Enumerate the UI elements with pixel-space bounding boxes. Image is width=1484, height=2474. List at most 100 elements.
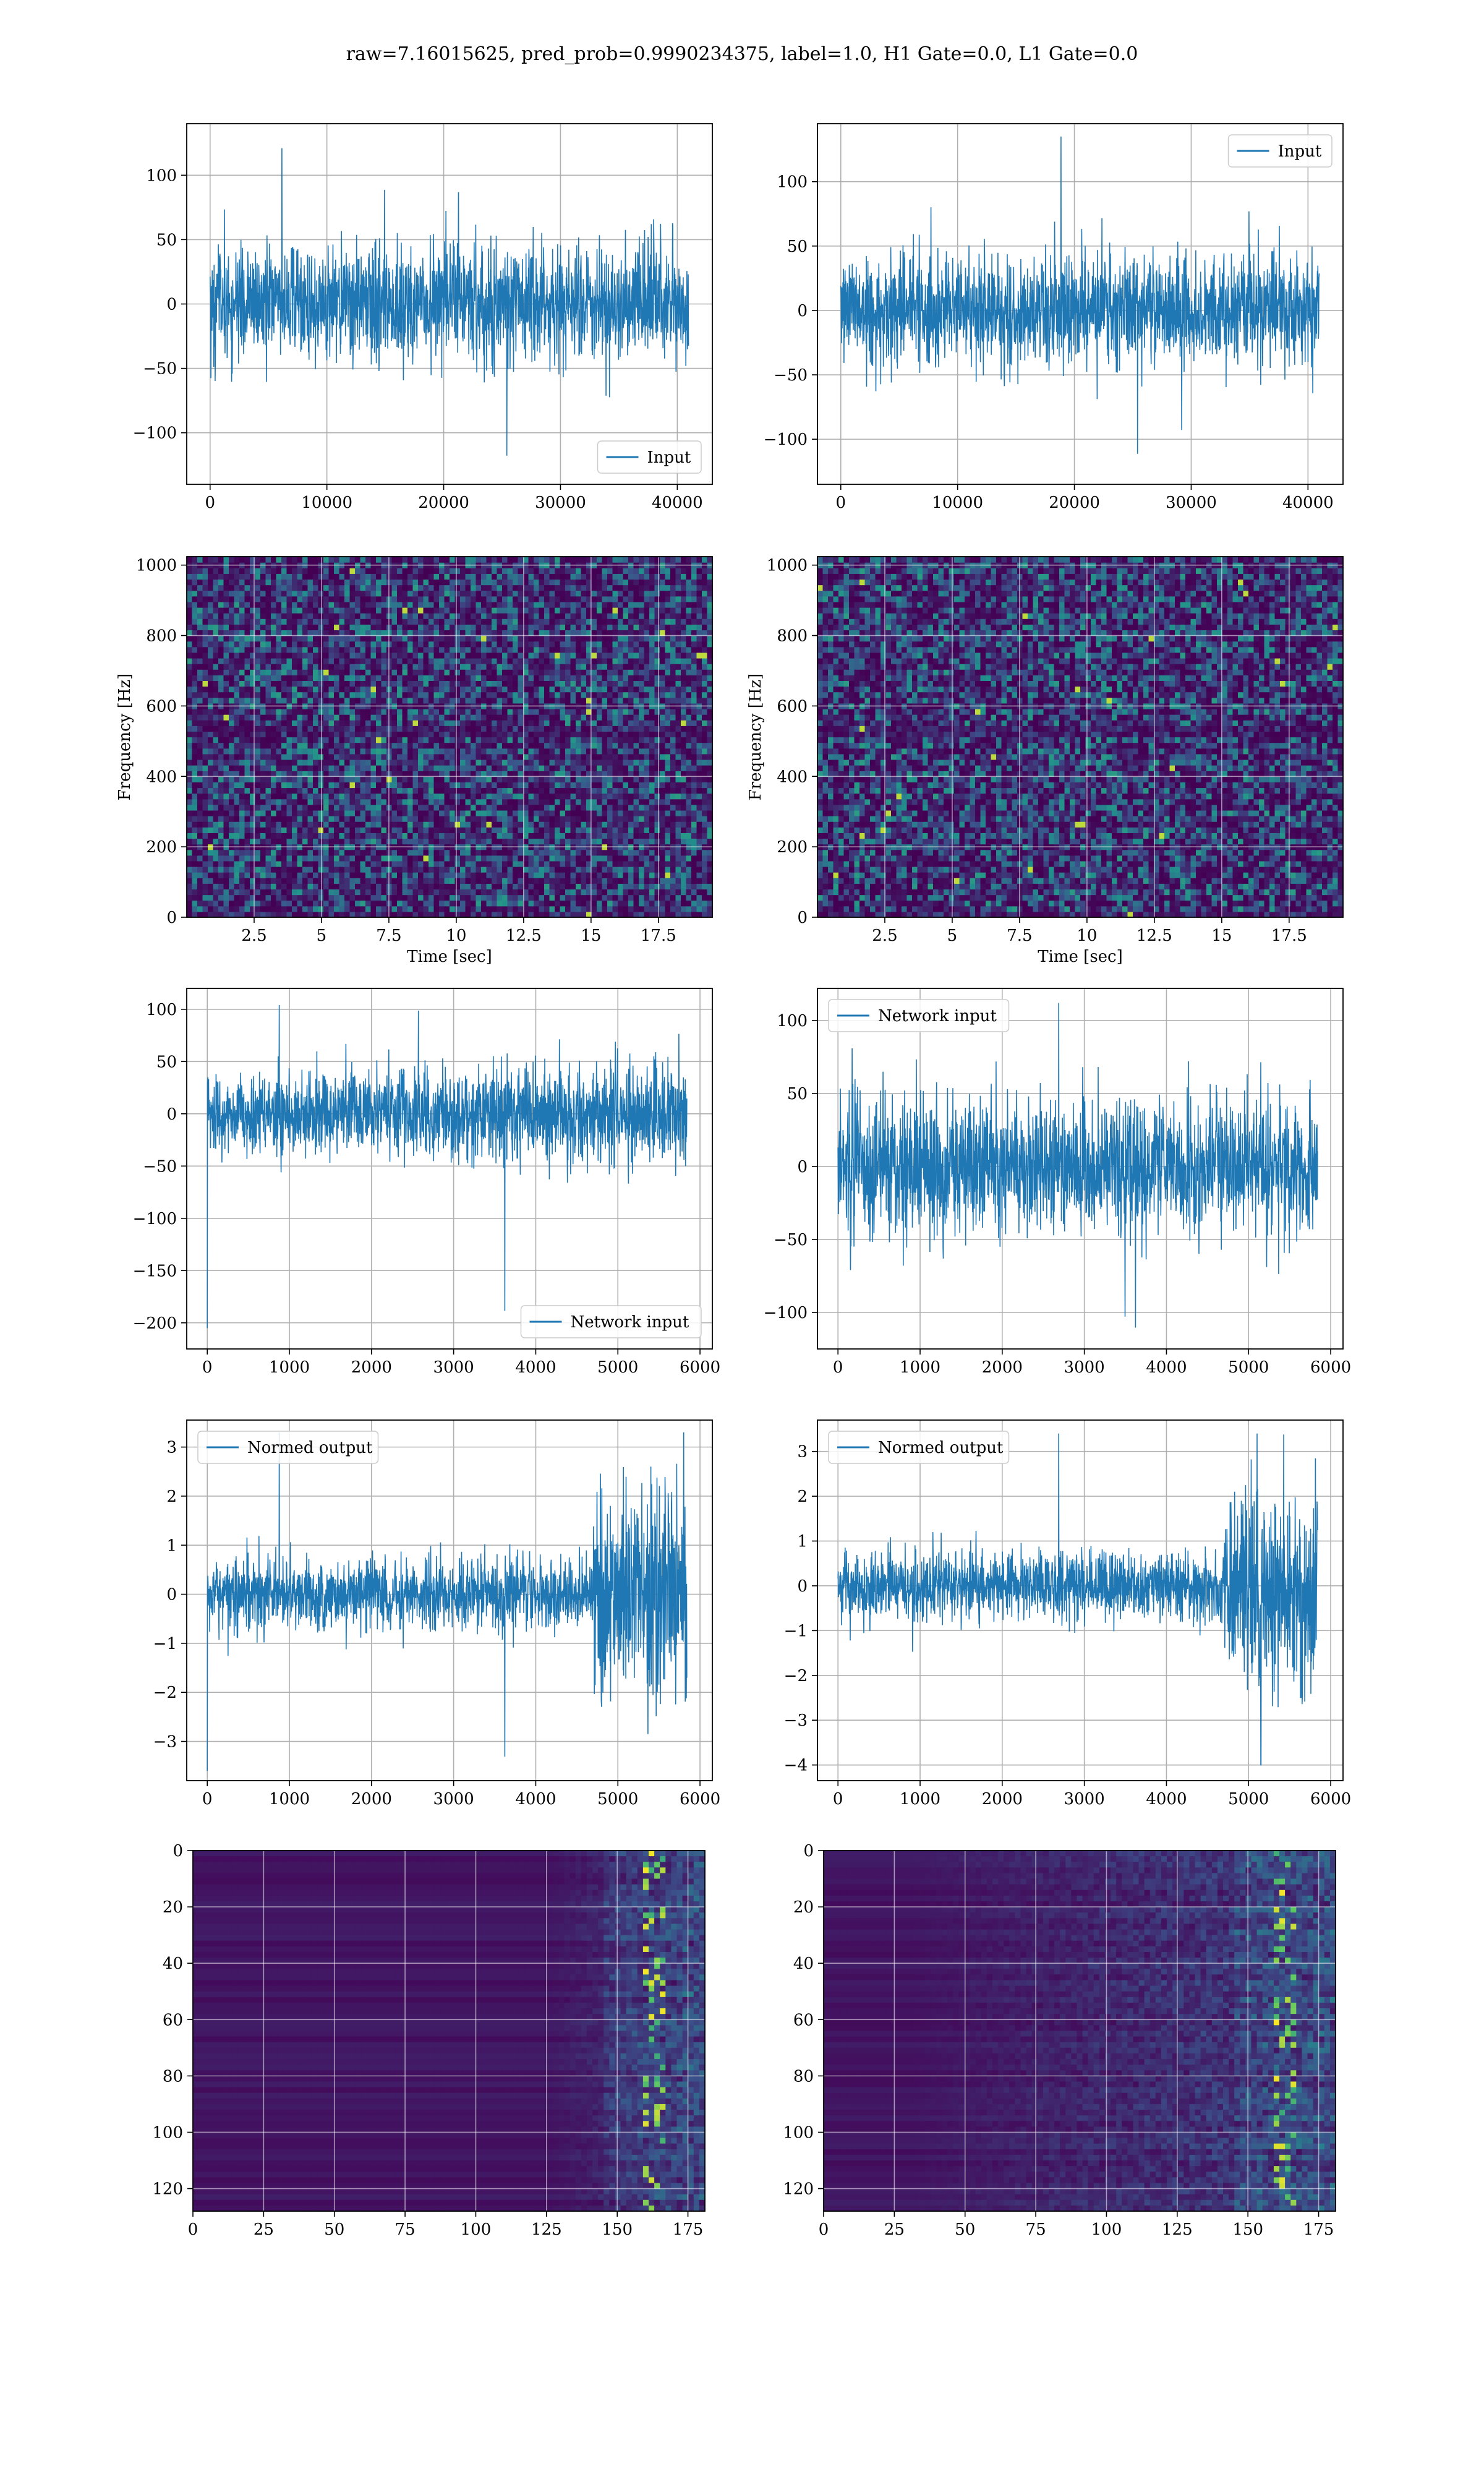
spectrogram-cell [450, 675, 455, 681]
spectrogram-cell [676, 680, 681, 687]
spectrogram-cell [224, 726, 229, 732]
spectrogram-cell [218, 647, 224, 653]
spectrogram-cell [197, 720, 203, 726]
spectrogram-cell [670, 810, 676, 816]
spectrogram-cell [192, 867, 198, 873]
spectrogram-cell [649, 647, 655, 653]
spectrogram-cell [203, 906, 208, 912]
spectrogram-cell [266, 720, 271, 726]
spectrogram-cell [660, 726, 665, 732]
spectrogram-cell [691, 658, 697, 664]
spectrogram-cell [266, 687, 271, 693]
spectrogram-cell [271, 794, 276, 800]
spectrogram-cell [329, 810, 335, 816]
spectrogram-cell [702, 698, 707, 704]
spectrogram-cell [565, 776, 571, 782]
spectrogram-cell [197, 883, 203, 889]
spectrogram-cell [403, 889, 408, 895]
spectrogram-cell [571, 816, 576, 822]
spectrogram-cell [245, 901, 250, 907]
spectrogram-cell [403, 669, 408, 675]
spectrogram-cell [192, 850, 198, 856]
spectrogram-cell [613, 737, 618, 743]
spectrogram-cell [213, 675, 219, 681]
spectrogram-cell [513, 653, 518, 659]
spectrogram-cell [344, 787, 350, 794]
spectrogram-cell [245, 861, 250, 867]
spectrogram-cell [471, 765, 476, 771]
spectrogram-cell [208, 787, 213, 794]
spectrogram-cell [534, 641, 539, 648]
spectrogram-cell [623, 720, 629, 726]
spectrogram-cell [476, 883, 482, 889]
spectrogram-cell [602, 861, 608, 867]
spectrogram-cell [434, 765, 440, 771]
spectrogram-cell [697, 782, 702, 788]
spectrogram-cell [550, 760, 555, 766]
spectrogram-cell [681, 658, 686, 664]
spectrogram-cell [555, 771, 560, 777]
spectrogram-cell [466, 664, 471, 670]
spectrogram-cell [628, 816, 634, 822]
spectrogram-cell [655, 883, 660, 889]
spectrogram-cell [418, 821, 424, 828]
spectrogram-cell [644, 895, 650, 901]
spectrogram-cell [487, 878, 492, 884]
spectrogram-cell [339, 901, 345, 907]
spectrogram-cell [424, 687, 429, 693]
spectrogram-cell [418, 731, 424, 737]
spectrogram-cell [702, 855, 707, 862]
spectrogram-cell [371, 878, 377, 884]
spectrogram-cell [571, 754, 576, 760]
spectrogram-cell [481, 799, 487, 805]
spectrogram-cell [266, 889, 271, 895]
spectrogram-cell [481, 816, 487, 822]
spectrogram-cell [276, 883, 282, 889]
spectrogram-cell [218, 901, 224, 907]
spectrogram-cell [450, 726, 455, 732]
spectrogram-cell [502, 714, 508, 721]
spectrogram-cell [445, 709, 450, 715]
spectrogram-cell [255, 850, 261, 856]
spectrogram-cell [318, 889, 324, 895]
spectrogram-cell [539, 743, 545, 749]
spectrogram-cell [539, 669, 545, 675]
spectrogram-cell [539, 653, 545, 659]
spectrogram-cell [213, 765, 219, 771]
spectrogram-cell [271, 878, 276, 884]
spectrogram-cell [618, 765, 623, 771]
spectrogram-cell [229, 776, 234, 782]
spectrogram-cell [334, 737, 339, 743]
spectrogram-cell [397, 709, 403, 715]
spectrogram-cell [308, 653, 313, 659]
spectrogram-cell [697, 883, 702, 889]
spectrogram-cell [413, 827, 419, 833]
spectrogram-cell [655, 664, 660, 670]
spectrogram-cell [281, 838, 287, 844]
spectrogram-cell [266, 698, 271, 704]
spectrogram-cell [197, 754, 203, 760]
spectrogram-cell [392, 776, 398, 782]
spectrogram-cell [302, 833, 308, 839]
spectrogram-cell [665, 861, 671, 867]
spectrogram-cell [691, 647, 697, 653]
spectrogram-cell [302, 675, 308, 681]
spectrogram-cell [639, 906, 644, 912]
spectrogram-cell [597, 726, 602, 732]
spectrogram-cell [691, 687, 697, 693]
spectrogram-cell [334, 726, 339, 732]
spectrogram-cell [497, 675, 503, 681]
spectrogram-cell [534, 658, 539, 664]
spectrogram-cell [323, 669, 329, 675]
spectrogram-cell [691, 731, 697, 737]
spectrogram-cell [308, 895, 313, 901]
spectrogram-cell [292, 901, 297, 907]
spectrogram-cell [508, 906, 513, 912]
spectrogram-cell [676, 726, 681, 732]
spectrogram-cell [623, 687, 629, 693]
spectrogram-cell [424, 754, 429, 760]
spectrogram-cell [571, 641, 576, 648]
spectrogram-cell [476, 895, 482, 901]
spectrogram-cell [518, 743, 524, 749]
spectrogram-cell [513, 760, 518, 766]
